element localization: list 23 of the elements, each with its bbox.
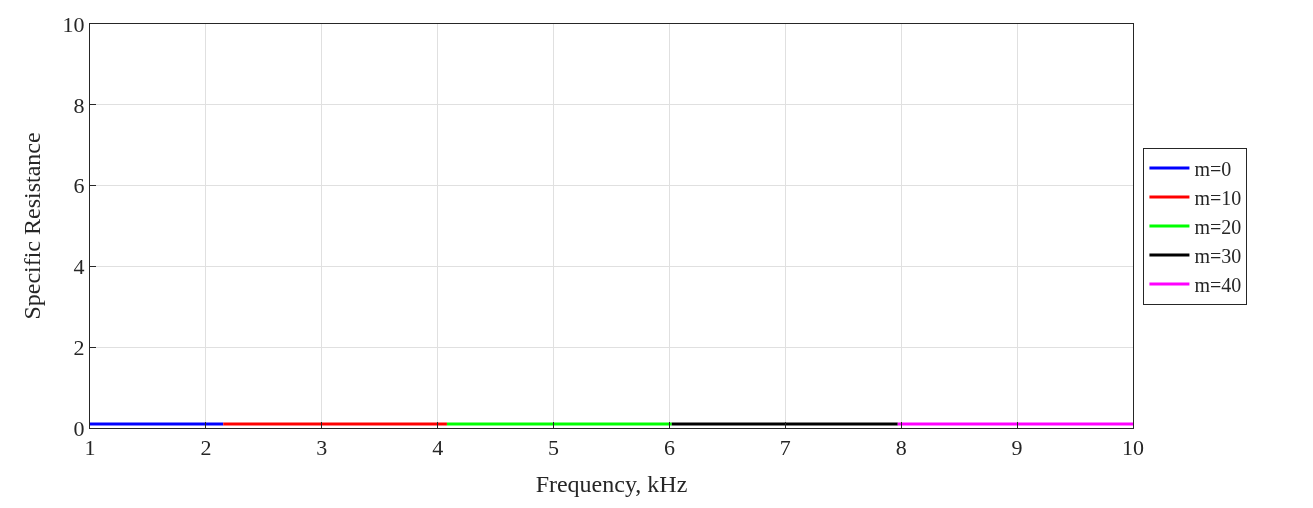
x-tick-label: 3 bbox=[316, 435, 328, 461]
x-tick-label: 9 bbox=[1011, 435, 1023, 461]
y-tick-label: 2 bbox=[73, 334, 85, 360]
x-tick-label: 5 bbox=[548, 435, 560, 461]
x-tick-label: 8 bbox=[895, 435, 907, 461]
legend-label: m=10 bbox=[1194, 186, 1242, 209]
y-tick-label: 4 bbox=[73, 254, 85, 280]
x-axis-title: Frequency, kHz bbox=[535, 470, 688, 497]
legend-label: m=20 bbox=[1194, 215, 1242, 238]
y-tick-label: 10 bbox=[62, 11, 85, 37]
legend-label: m=0 bbox=[1194, 157, 1232, 180]
y-axis-title: Specific Resistance bbox=[18, 132, 45, 320]
x-tick-label: 6 bbox=[663, 435, 675, 461]
y-tick-label: 6 bbox=[73, 173, 85, 199]
x-tick-label: 7 bbox=[779, 435, 791, 461]
x-tick-label: 1 bbox=[84, 435, 96, 461]
legend-label: m=40 bbox=[1194, 273, 1242, 296]
x-tick-label: 4 bbox=[432, 435, 444, 461]
y-tick-label: 0 bbox=[73, 415, 85, 441]
x-tick-label: 10 bbox=[1122, 435, 1144, 461]
x-tick-label: 2 bbox=[200, 435, 212, 461]
legend-label: m=30 bbox=[1194, 244, 1242, 267]
y-tick-label: 8 bbox=[73, 92, 85, 118]
